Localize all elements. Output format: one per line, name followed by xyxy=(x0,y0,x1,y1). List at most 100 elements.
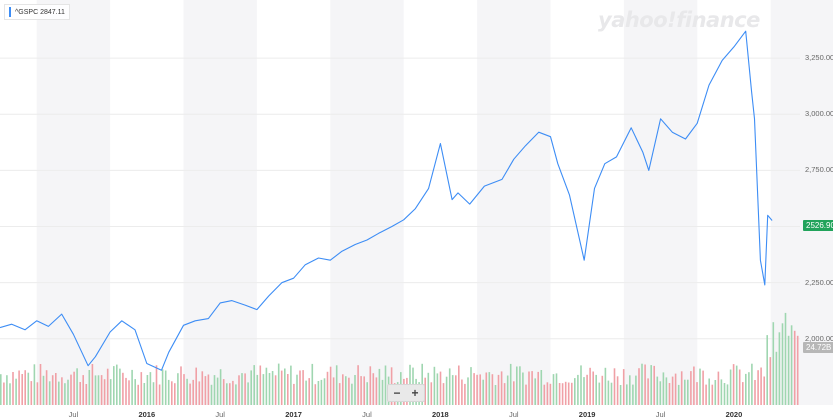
volume-bar xyxy=(201,371,204,405)
volume-bar xyxy=(772,322,775,405)
volume-bar xyxy=(607,380,610,405)
volume-bar xyxy=(207,374,210,405)
volume-bar xyxy=(70,374,72,405)
volume-bar xyxy=(519,366,521,405)
volume-bar xyxy=(235,384,237,405)
volume-bar xyxy=(366,382,368,405)
x-tick-label: 2018 xyxy=(432,410,449,419)
volume-bar xyxy=(329,366,332,405)
volume-bar xyxy=(674,373,677,405)
volume-bar xyxy=(787,335,790,405)
volume-bar xyxy=(274,375,277,405)
volume-bar xyxy=(180,366,182,405)
volume-bar xyxy=(100,375,103,405)
volume-bar xyxy=(271,371,274,405)
volume-bar xyxy=(45,370,48,405)
zoom-out-button[interactable]: − xyxy=(393,386,401,400)
volume-bar xyxy=(140,372,143,405)
zoom-control[interactable]: − + xyxy=(387,384,425,402)
volume-bar xyxy=(106,368,109,405)
volume-bar xyxy=(711,384,714,405)
volume-bar xyxy=(726,384,729,405)
volume-bar xyxy=(171,381,173,405)
period-band xyxy=(477,0,551,405)
volume-bar xyxy=(790,325,793,405)
volume-bar xyxy=(687,379,689,405)
volume-bar xyxy=(619,385,622,405)
volume-bar xyxy=(91,364,94,405)
volume-bar xyxy=(67,379,69,405)
volume-bar xyxy=(216,377,219,405)
volume-bar xyxy=(705,384,707,405)
volume-bar xyxy=(720,379,723,405)
volume-bar xyxy=(537,371,539,405)
volume-bar xyxy=(109,379,112,405)
volume-bar xyxy=(684,379,686,405)
volume-bar xyxy=(308,378,310,405)
volume-bar xyxy=(27,372,30,405)
volume-bar xyxy=(598,382,601,405)
x-tick-label: Jul xyxy=(508,410,519,419)
volume-bar xyxy=(424,377,426,405)
volume-bar xyxy=(302,370,304,405)
volume-bar xyxy=(455,375,457,405)
volume-bar xyxy=(363,376,365,405)
volume-bar xyxy=(244,373,246,405)
volume-bar xyxy=(88,370,91,405)
volume-bar xyxy=(195,367,197,405)
volume-bar xyxy=(760,367,762,405)
volume-bar xyxy=(503,383,506,405)
volume-bar xyxy=(204,376,207,405)
volume-bar xyxy=(6,375,8,405)
volume-bar xyxy=(641,363,643,405)
volume-bar xyxy=(79,382,81,405)
volume-bar xyxy=(534,378,536,405)
volume-bar xyxy=(262,374,265,405)
volume-bar xyxy=(113,366,115,405)
last-volume-tag: 24.72B xyxy=(803,342,833,353)
volume-bar xyxy=(369,366,372,405)
volume-bar xyxy=(793,330,796,405)
volume-bar xyxy=(51,375,54,405)
alternating-period-bands xyxy=(36,0,833,405)
volume-bar xyxy=(116,364,118,405)
volume-bar xyxy=(284,368,286,405)
volume-bar xyxy=(241,373,243,405)
volume-bar xyxy=(461,379,463,405)
volume-bar xyxy=(36,382,39,405)
volume-bar xyxy=(561,383,564,405)
volume-bar xyxy=(751,363,753,405)
volume-bar xyxy=(323,378,326,405)
zoom-in-button[interactable]: + xyxy=(411,386,419,400)
volume-bar xyxy=(445,376,448,405)
volume-bar xyxy=(497,374,500,405)
volume-bar xyxy=(528,371,530,405)
period-band xyxy=(770,0,833,405)
volume-bar xyxy=(448,368,451,405)
volume-bar xyxy=(64,383,66,405)
volume-bar xyxy=(48,381,51,405)
volume-bar xyxy=(39,364,42,405)
volume-bar xyxy=(690,371,692,405)
volume-bar xyxy=(485,372,488,405)
x-tick-label: 2017 xyxy=(285,410,302,419)
volume-bar xyxy=(592,371,594,405)
volume-bar xyxy=(616,376,619,405)
volume-bar xyxy=(97,375,100,405)
volume-bar xyxy=(522,372,524,405)
volume-bar xyxy=(558,383,561,405)
volume-bar xyxy=(256,374,259,405)
volume-bar xyxy=(61,377,63,405)
volume-bar xyxy=(677,384,680,405)
volume-bar xyxy=(164,370,167,405)
x-tick-label: Jul xyxy=(655,410,666,419)
volume-bar xyxy=(665,377,668,405)
volume-bar xyxy=(131,369,133,405)
volume-bar xyxy=(146,375,149,405)
volume-bar xyxy=(265,367,268,405)
period-band xyxy=(623,0,698,405)
volume-bar xyxy=(125,377,127,405)
volume-bar xyxy=(277,363,280,405)
volume-bar xyxy=(763,376,765,405)
